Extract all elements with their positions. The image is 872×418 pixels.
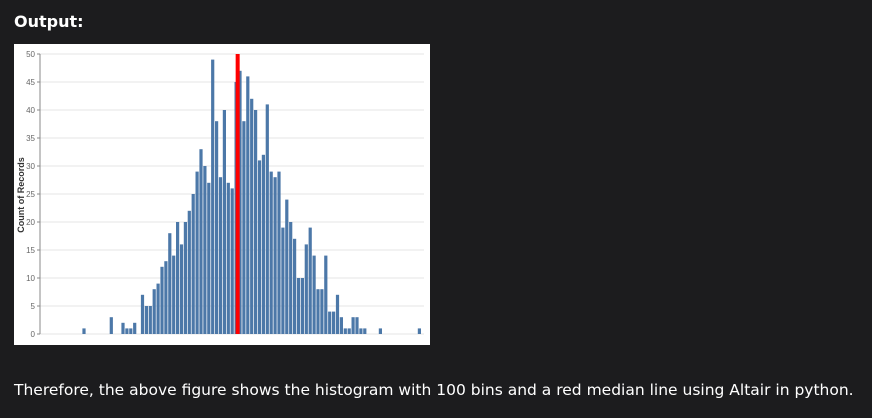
bar: [160, 266, 164, 334]
bar: [133, 322, 137, 334]
bar: [179, 244, 184, 334]
bar: [335, 294, 340, 334]
bar: [176, 222, 180, 334]
bar: [226, 182, 230, 334]
bar: [215, 121, 219, 334]
bar: [304, 244, 308, 334]
bar: [121, 322, 125, 334]
bar: [351, 317, 355, 334]
y-tick-label: 25: [26, 190, 35, 199]
bar: [82, 328, 86, 334]
bar: [129, 328, 133, 334]
bar: [257, 160, 262, 334]
bar: [187, 210, 191, 334]
bar: [152, 289, 156, 334]
bar: [207, 182, 211, 334]
bar: [316, 289, 320, 334]
bar: [238, 70, 242, 335]
bar: [125, 328, 129, 334]
bar: [328, 311, 332, 334]
bar: [332, 311, 336, 334]
bar: [211, 59, 215, 334]
bar: [140, 294, 145, 334]
bar: [285, 199, 289, 334]
median-line: [235, 54, 240, 334]
bar: [199, 149, 203, 334]
bar: [312, 255, 316, 334]
bar: [218, 177, 223, 334]
bar: [320, 289, 324, 334]
bar: [269, 171, 273, 334]
bar: [156, 283, 160, 334]
bar: [363, 328, 367, 334]
bar: [195, 171, 199, 334]
bar: [308, 227, 312, 334]
y-tick-label: 50: [26, 50, 35, 59]
chart: Count of Records 0 5 10 15 20 25 30 35 40 45 50: [14, 44, 430, 345]
y-tick-label: 20: [26, 218, 35, 227]
bar: [144, 306, 148, 334]
bar: [164, 261, 168, 334]
y-tick-label: 30: [26, 162, 35, 171]
bar: [265, 104, 269, 335]
bar: [191, 194, 195, 334]
y-tick-label: 35: [26, 134, 35, 143]
y-tick-label: 15: [26, 246, 35, 255]
y-tick-label: 0: [31, 330, 36, 339]
bar: [324, 255, 328, 334]
caption: Therefore, the above figure shows the hi…: [14, 381, 854, 399]
y-tick-label: 5: [31, 302, 36, 311]
bar: [339, 317, 343, 334]
y-tick-label: 45: [26, 78, 35, 87]
bar: [355, 317, 359, 334]
bar: [378, 328, 382, 334]
y-tick-label: 10: [26, 274, 35, 283]
bar: [359, 328, 363, 334]
bar: [343, 328, 347, 334]
bar: [417, 328, 421, 334]
bar: [347, 328, 351, 334]
bar: [300, 278, 304, 334]
bar: [242, 121, 246, 334]
bar: [254, 110, 258, 334]
bar: [222, 110, 226, 334]
bar: [281, 227, 285, 334]
bar: [168, 233, 172, 334]
bar: [296, 278, 301, 334]
bar: [261, 154, 265, 334]
bar: [203, 166, 207, 334]
y-axis-title: Count of Records: [16, 157, 26, 233]
bar: [293, 238, 297, 334]
y-tick-label: 40: [26, 106, 35, 115]
bar: [289, 222, 293, 334]
bar: [277, 171, 281, 334]
bar: [246, 76, 250, 335]
bar: [230, 188, 234, 334]
bar: [273, 177, 277, 334]
heading: Output:: [14, 12, 84, 31]
bar: [109, 317, 113, 334]
bar: [250, 98, 254, 334]
bar: [183, 222, 187, 334]
bar: [172, 255, 176, 334]
bar: [148, 306, 152, 334]
